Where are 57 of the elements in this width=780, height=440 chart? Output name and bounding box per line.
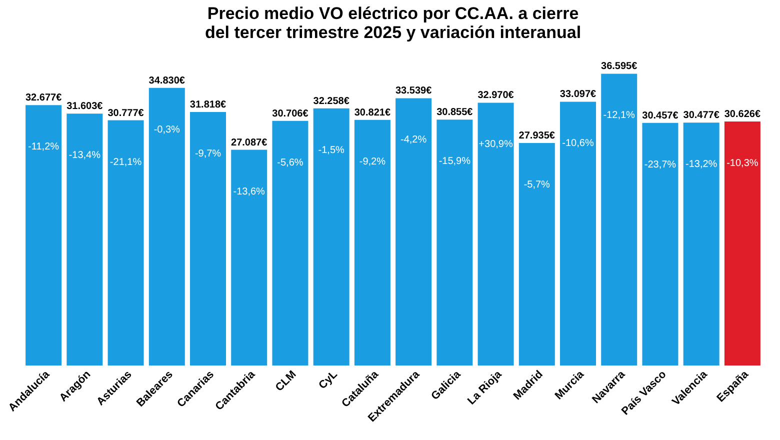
annotation: -4,2% xyxy=(400,134,427,146)
text: del tercer trimestre 2025 y variación interanual xyxy=(204,23,582,42)
data-label: 34.830€ xyxy=(148,75,186,86)
bar xyxy=(189,110,227,366)
annotation: -5,6% xyxy=(277,157,304,168)
annotation: -11,2% xyxy=(28,142,60,153)
data-label: 30.477€ xyxy=(683,110,720,122)
bar xyxy=(66,112,104,366)
data-label: 31.603€ xyxy=(66,101,104,112)
bar xyxy=(559,100,597,366)
annotation: -13,4% xyxy=(68,150,101,162)
data-label: 27.935€ xyxy=(518,130,556,142)
data-label: 32.970€ xyxy=(478,90,514,102)
bar xyxy=(148,86,186,366)
bar xyxy=(394,97,433,366)
annotation: -1,5% xyxy=(318,144,344,156)
bar xyxy=(518,142,556,366)
data-label: 30.855€ xyxy=(436,107,474,118)
data-label: 30.706€ xyxy=(272,108,309,120)
annotation: -10,6% xyxy=(562,138,594,150)
annotation: -9,2% xyxy=(359,156,386,168)
x-tick-label: CyL xyxy=(316,368,340,392)
data-label: 30.821€ xyxy=(354,107,391,118)
data-label: 30.777€ xyxy=(108,108,144,119)
annotation: +30,9% xyxy=(478,139,513,150)
data-label: 36.595€ xyxy=(601,61,638,72)
bar xyxy=(271,120,310,366)
annotation: -21,1% xyxy=(110,156,142,168)
annotation: -15,9% xyxy=(438,156,471,168)
annotation: -0,3% xyxy=(154,124,180,136)
annotation: -9,7% xyxy=(194,148,222,160)
annotation: -13,6% xyxy=(233,186,266,198)
bar xyxy=(723,120,762,366)
data-label: 32.258€ xyxy=(313,96,350,107)
bar xyxy=(24,104,63,366)
data-label: 32.677€ xyxy=(25,92,62,104)
bar xyxy=(682,122,720,366)
annotation: -12,1% xyxy=(603,110,636,122)
annotation: -13,2% xyxy=(685,159,718,170)
text: Precio medio VO eléctrico por CC.AA. a cierre xyxy=(207,4,579,23)
annotation: -5,7% xyxy=(524,180,550,191)
data-label: 30.457€ xyxy=(642,110,679,122)
bar xyxy=(600,72,638,366)
bar xyxy=(312,107,350,366)
bar xyxy=(476,102,515,366)
bar xyxy=(230,148,268,366)
data-label: 31.818€ xyxy=(190,99,227,110)
data-label: 33.539€ xyxy=(395,86,432,97)
data-label: 27.087€ xyxy=(231,137,268,148)
bar xyxy=(106,119,145,366)
data-label: 33.097€ xyxy=(560,89,597,100)
bar xyxy=(641,122,680,366)
data-label: 30.626€ xyxy=(724,108,761,120)
bar xyxy=(436,118,474,366)
annotation: -23,7% xyxy=(644,159,676,170)
annotation: -10,3% xyxy=(726,158,758,169)
bar xyxy=(353,118,392,366)
